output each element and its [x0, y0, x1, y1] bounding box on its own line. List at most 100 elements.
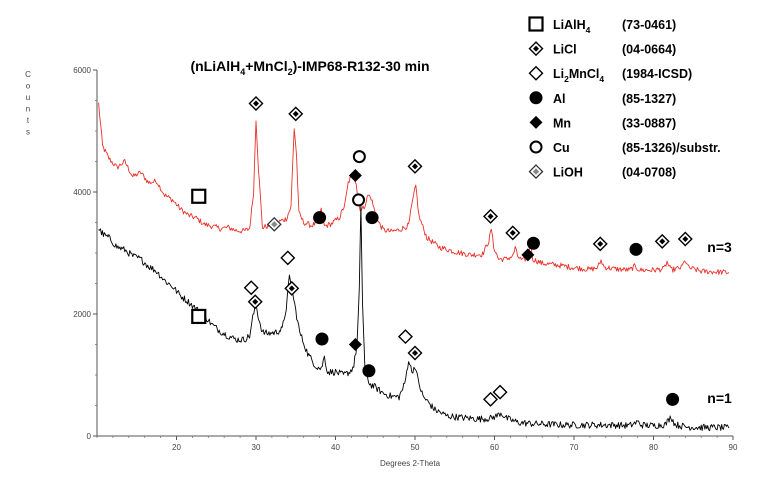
diamond-fill	[682, 235, 689, 242]
diamond-fill	[659, 238, 666, 245]
diamond-fill	[487, 213, 494, 220]
legend-name: LiCl	[553, 43, 577, 57]
circle-shape	[365, 211, 379, 225]
x-tick-label: 40	[331, 443, 340, 452]
series-n-3-line	[98, 102, 730, 275]
x-tick-label: 20	[172, 443, 181, 452]
legend-code: (04-0708)	[622, 166, 676, 180]
diamond-fill	[412, 163, 418, 170]
legend-entry: Li2MnCl4 (1984-ICSD)	[528, 65, 692, 84]
legend-entry: Mn (33-0887)	[529, 115, 676, 130]
legend-entry: Al (85-1327)	[529, 91, 676, 106]
diamond-fill	[292, 110, 299, 117]
peak-marker-circle-filled	[315, 332, 329, 346]
peak-marker-square-open	[191, 188, 207, 204]
diamond-shape	[348, 169, 362, 183]
peak-markers	[191, 96, 693, 407]
legend-entry: LiOH (04-0708)	[528, 164, 676, 180]
peak-marker-circle-filled	[313, 211, 327, 225]
peak-marker-diamond-dot	[407, 158, 423, 174]
legend-marker-diamond-gray	[528, 164, 544, 180]
axes: 20 30 40 50 60 70 80 90 0 2000 4000 6000	[73, 66, 738, 452]
diamond-fill	[253, 100, 259, 107]
peak-marker-diamond-dot	[288, 106, 304, 122]
legend-name: LiOH	[553, 166, 583, 180]
legend-entry: LiCl (04-0664)	[528, 41, 676, 57]
diamond-shape	[529, 115, 543, 129]
square-shape	[528, 16, 544, 32]
legend-name: Al	[553, 92, 566, 106]
y-tick-label: 0	[87, 432, 92, 441]
legend-marker-diamond-filled	[529, 115, 543, 129]
x-tick-label: 80	[649, 443, 658, 452]
legend-code: (1984-ICSD)	[622, 67, 692, 81]
peak-marker-diamond-dot	[483, 208, 499, 224]
peak-marker-diamond-dot	[247, 294, 263, 310]
peak-marker-circle-filled	[526, 236, 540, 250]
peak-marker-diamond-dot	[248, 96, 264, 112]
diamond-fill	[532, 168, 540, 175]
circle-shape	[526, 236, 540, 250]
diamond-fill	[271, 221, 278, 228]
peak-marker-diamond-open	[280, 250, 296, 266]
peak-marker-circle-filled	[629, 242, 643, 256]
legend-code: (33-0887)	[622, 116, 676, 130]
legend-marker-diamond-open	[528, 65, 544, 81]
peak-marker-circle-filled	[365, 211, 379, 225]
legend-code: (85-1327)	[622, 92, 676, 106]
legend-entry: Cu (85-1326)/substr.	[529, 140, 721, 155]
y-tick-label: 2000	[73, 310, 91, 319]
peak-marker-diamond-filled	[348, 169, 362, 183]
peak-marker-diamond-dot	[654, 233, 670, 249]
diamond-fill	[288, 285, 295, 292]
y-tick-label: 4000	[73, 188, 91, 197]
circle-shape	[529, 91, 543, 105]
peak-marker-circle-open	[352, 193, 366, 207]
legend-code: (04-0664)	[622, 43, 676, 57]
square-shape	[191, 308, 207, 325]
peak-marker-diamond-gray	[266, 216, 282, 232]
legend: LiAlH4 (73-0461) LiCl (04-0664) Li2MnCl4 (198…	[528, 16, 721, 180]
legend-name: Li2MnCl4	[553, 67, 604, 84]
circle-shape	[315, 332, 329, 346]
legend-entry: LiAlH4 (73-0461)	[528, 16, 676, 35]
peak-marker-circle-filled	[666, 392, 680, 406]
circle-shape	[352, 150, 366, 164]
legend-marker-circle-filled	[529, 91, 543, 105]
circle-shape	[362, 364, 376, 378]
series-label: n=1	[707, 390, 732, 406]
legend-marker-diamond-dot	[528, 41, 544, 57]
diamond-shape	[348, 338, 362, 351]
x-tick-label: 60	[490, 443, 499, 452]
diamond-shape	[492, 384, 508, 400]
chart-title: (nLiAlH4+MnCl2)-IMP68-R132-30 min	[190, 58, 429, 77]
diamond-shape	[528, 65, 544, 81]
peak-marker-diamond-dot	[592, 236, 608, 252]
x-tick-label: 90	[729, 443, 738, 452]
diamond-shape	[280, 250, 296, 266]
peak-marker-diamond-dot	[677, 231, 693, 247]
diamond-shape	[521, 248, 535, 262]
legend-marker-circle-open	[529, 140, 543, 154]
legend-name: Cu	[553, 141, 570, 155]
peak-marker-diamond-open	[243, 280, 259, 296]
peak-marker-diamond-open	[397, 329, 413, 345]
diamond-shape	[243, 280, 259, 296]
circle-shape	[352, 193, 366, 207]
square-shape	[191, 188, 207, 204]
legend-marker-square-open	[528, 16, 544, 32]
peak-marker-circle-filled	[362, 364, 376, 378]
y-tick-label: 6000	[73, 66, 91, 75]
circle-shape	[313, 211, 327, 225]
peak-marker-diamond-open	[492, 384, 508, 400]
circle-shape	[666, 392, 680, 406]
peak-marker-square-open	[191, 308, 207, 325]
peak-marker-circle-open	[352, 150, 366, 164]
peak-marker-diamond-filled	[348, 338, 362, 351]
legend-name: LiAlH4	[553, 18, 591, 35]
legend-name: Mn	[553, 116, 571, 130]
diamond-fill	[252, 298, 259, 305]
